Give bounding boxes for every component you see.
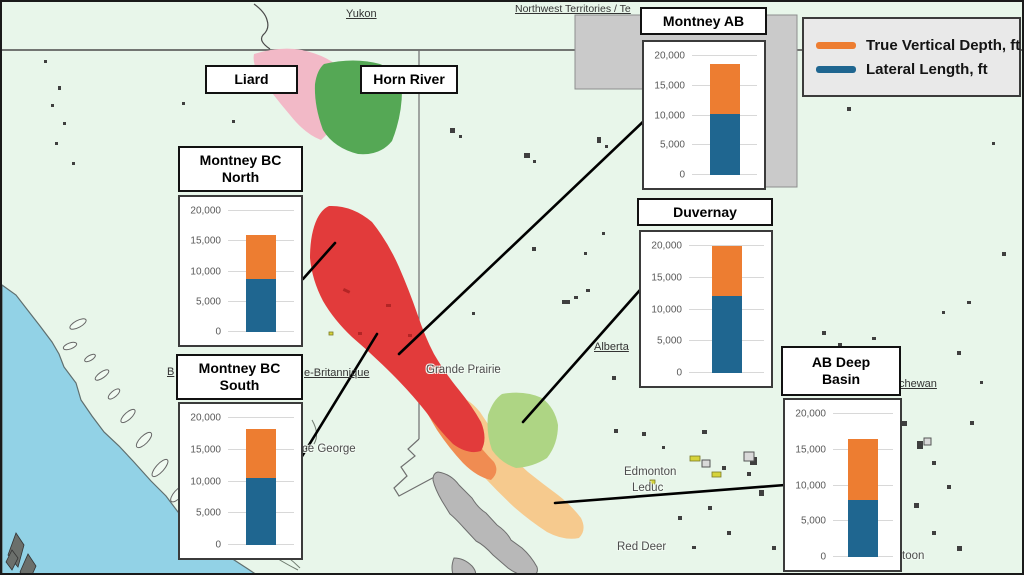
montney-bc-south-title-line1: Montney BC: [198, 360, 281, 377]
montney-bc-north-title-box: Montney BC North: [178, 146, 303, 192]
montney-bc-north-title-line2: North: [221, 169, 260, 185]
haida-gwaii-islands: [5, 532, 37, 573]
callout-lines: [299, 116, 787, 505]
duvernay-title: Duvernay: [673, 203, 737, 220]
montney-bc-north-plot: [228, 210, 294, 332]
mountains-region-2: [451, 557, 477, 573]
montney-ab-plot: [692, 55, 757, 175]
liard-title: Liard: [234, 71, 269, 88]
legend: True Vertical Depth, ft Lateral Length, …: [802, 17, 1021, 97]
legend-row-lateral: Lateral Length, ft: [816, 61, 1007, 78]
city-yellow-patches: [328, 331, 722, 485]
montney-bc-south-plot: [228, 417, 294, 545]
mountains-region: [432, 471, 538, 573]
callout-montney-ab: [397, 116, 649, 356]
ab-deep-basin-title-line1: AB Deep: [811, 354, 871, 371]
ab-deep-basin-chart: 0 5,000 10,000 15,000 20,000: [783, 398, 902, 572]
montney-bc-south-title-box: Montney BC South: [176, 354, 303, 400]
nwt-label: Northwest Territories / Te: [515, 3, 631, 15]
callout-ab-deep-basin: [553, 483, 787, 505]
leduc-label: Leduc: [632, 482, 664, 494]
prince-george-label-fragment: ce George: [302, 443, 356, 455]
montney-bc-play-region: [310, 205, 485, 453]
callout-montney-bc-north: [301, 241, 337, 281]
duvernay-chart: 0 5,000 10,000 15,000 20,000: [639, 230, 773, 388]
saskatchewan-label-fragment: chewan: [899, 378, 937, 390]
ab-deep-basin-title-box: AB Deep Basin: [781, 346, 901, 396]
tvd-swatch: [816, 41, 856, 49]
lateral-swatch: [816, 65, 856, 73]
bc-label-left-fragment: B: [167, 366, 175, 378]
ab-deep-basin-title-line2: Basin: [821, 371, 861, 387]
montney-ab-y-axis: 0 5,000 10,000 15,000 20,000: [654, 50, 685, 181]
callout-montney-bc-south: [299, 332, 379, 460]
duvernay-title-box: Duvernay: [637, 198, 773, 226]
ocean-area: [2, 284, 256, 573]
montney-ab-chart: 0 5,000 10,000 15,000 20,000: [642, 40, 766, 190]
liard-title-box: Liard: [205, 65, 298, 94]
lateral-legend-label: Lateral Length, ft: [866, 60, 988, 78]
red-flecks: [342, 288, 412, 337]
legend-row-tvd: True Vertical Depth, ft: [816, 37, 1020, 54]
ab-deep-basin-y-axis: 0 5,000 10,000 15,000 20,000: [795, 408, 826, 563]
grande-prairie-label: Grande Prairie: [426, 364, 501, 376]
saskatoon-label-fragment: toon: [902, 550, 925, 562]
montney-ab-title: Montney AB: [662, 12, 745, 29]
ab-deep-basin-plot: [833, 413, 893, 557]
duvernay-plot: [689, 245, 764, 373]
montney-bc-north-y-axis: 0 5,000 10,000 15,000 20,000: [190, 205, 221, 338]
yukon-label: Yukon: [346, 8, 377, 20]
yukon-nwt-border: [253, 3, 271, 50]
bc-label-right-fragment: e-Britannique: [304, 367, 370, 379]
red-deer-label: Red Deer: [617, 541, 667, 553]
duvernay-y-axis: 0 5,000 10,000 15,000 20,000: [651, 240, 682, 379]
montney-bc-north-chart: 0 5,000 10,000 15,000 20,000: [178, 195, 303, 347]
alberta-label: Alberta: [594, 341, 629, 353]
montney-bc-north-title-line1: Montney BC: [199, 152, 282, 169]
montney-bc-south-title-line2: South: [219, 377, 260, 393]
edmonton-label: Edmonton: [624, 466, 677, 478]
horn-river-title: Horn River: [373, 71, 445, 88]
montney-bc-south-y-axis: 0 5,000 10,000 15,000 20,000: [190, 412, 221, 551]
montney-bc-south-chart: 0 5,000 10,000 15,000 20,000: [178, 402, 303, 560]
tvd-legend-label: True Vertical Depth, ft: [866, 36, 1021, 54]
montney-ab-title-box: Montney AB: [640, 7, 767, 35]
duvernay-play-region: [487, 392, 558, 468]
horn-river-title-box: Horn River: [360, 65, 458, 94]
callout-duvernay: [521, 288, 642, 424]
